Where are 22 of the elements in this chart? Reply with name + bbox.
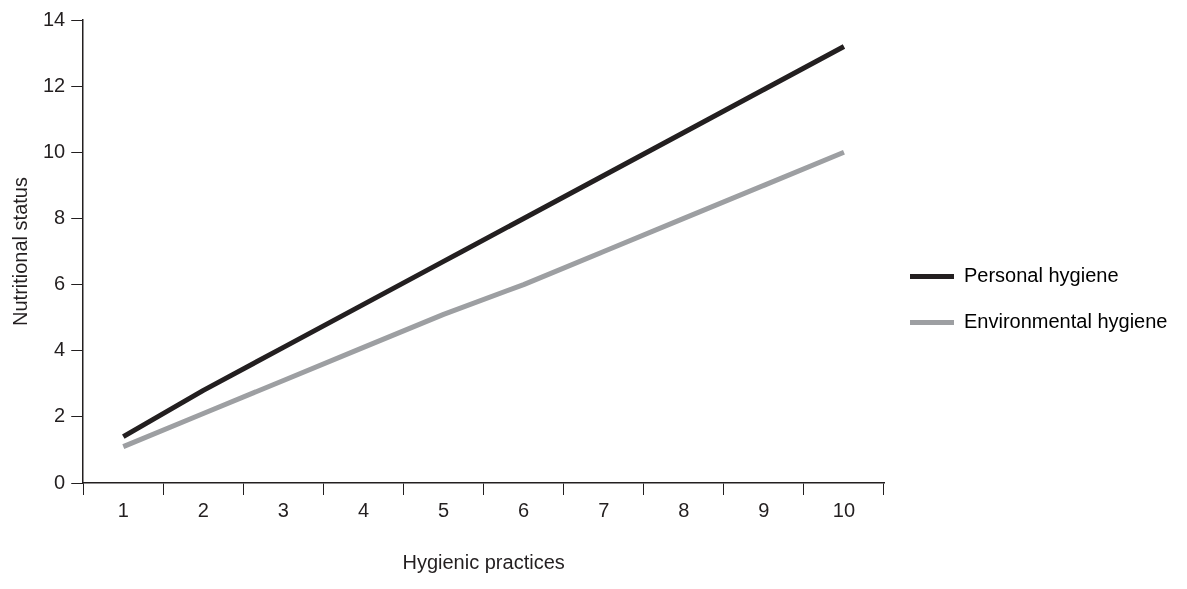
x-tick-label: 5 bbox=[438, 498, 450, 521]
x-tick-label: 3 bbox=[277, 498, 289, 521]
x-tick-label: 4 bbox=[357, 498, 370, 521]
y-tick-label: 6 bbox=[54, 272, 66, 295]
x-tick-label: 10 bbox=[832, 498, 856, 521]
y-tick-label: 14 bbox=[43, 7, 66, 30]
x-tick-label: 2 bbox=[197, 498, 209, 521]
legend-label: Environmental hygiene bbox=[964, 310, 1168, 333]
x-tick-label: 7 bbox=[598, 498, 610, 521]
legend-label: Personal hygiene bbox=[964, 264, 1119, 287]
y-tick-label: 2 bbox=[54, 404, 66, 427]
y-tick-label: 4 bbox=[54, 338, 66, 361]
x-tick-label: 1 bbox=[117, 498, 129, 521]
x-tick-label: 9 bbox=[758, 498, 770, 521]
y-axis-title: Nutritional status bbox=[8, 177, 31, 326]
y-tick-label: 8 bbox=[54, 205, 66, 228]
y-tick-label: 0 bbox=[54, 470, 66, 493]
x-tick-label: 8 bbox=[678, 498, 690, 521]
x-tick-label: 6 bbox=[518, 498, 530, 521]
y-tick-label: 12 bbox=[43, 73, 66, 96]
x-axis-title: Hygienic practices bbox=[402, 550, 565, 573]
y-tick-label: 10 bbox=[43, 139, 66, 162]
